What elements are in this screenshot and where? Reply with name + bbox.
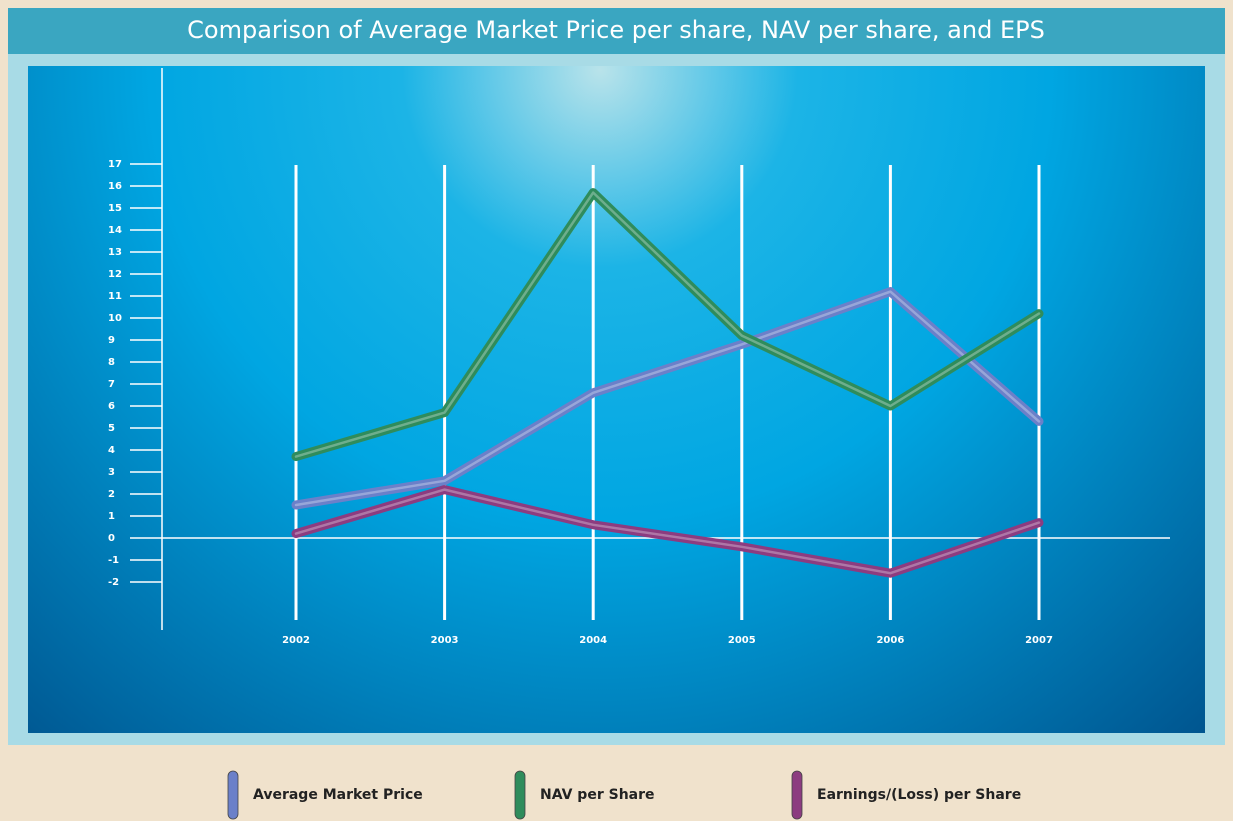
y-tick-label: 17 (108, 159, 122, 170)
y-tick-label: 10 (108, 313, 122, 324)
y-tick-label: 0 (108, 533, 115, 544)
y-tick-label: 8 (108, 357, 115, 368)
legend-swatch (514, 770, 526, 820)
series-line (291, 485, 1044, 578)
line-highlight (294, 191, 1041, 458)
line-highlight (294, 290, 1041, 507)
y-tick-label: 9 (108, 335, 115, 346)
y-tick-label: 2 (108, 489, 115, 500)
x-tick-label: 2007 (1025, 635, 1053, 646)
y-tick-label: 13 (108, 247, 122, 258)
legend-label: Earnings/(Loss) per Share (817, 787, 1021, 803)
legend-label: NAV per Share (540, 787, 655, 803)
y-tick-label: 16 (108, 181, 122, 192)
y-tick-label: -1 (108, 555, 119, 566)
plot-area (28, 66, 1205, 733)
series-line (291, 188, 1044, 462)
y-tick-label: 3 (108, 467, 115, 478)
y-tick-label: 5 (108, 423, 115, 434)
series-line (291, 287, 1044, 510)
y-tick-label: 14 (108, 225, 122, 236)
y-tick-label: 1 (108, 511, 115, 522)
title-bar (8, 8, 1225, 54)
line-highlight (294, 488, 1041, 575)
y-tick-label: 7 (108, 379, 115, 390)
legend-swatch (227, 770, 239, 820)
y-tick-label: 6 (108, 401, 115, 412)
y-tick-label: 4 (108, 445, 115, 456)
x-tick-label: 2005 (728, 635, 756, 646)
x-tick-label: 2003 (431, 635, 459, 646)
legend: Average Market Price NAV per Share Earning… (227, 770, 1021, 820)
y-tick-label: -2 (108, 577, 119, 588)
y-tick-label: 15 (108, 203, 122, 214)
y-tick-label: 11 (108, 291, 122, 302)
chart-title: Comparison of Average Market Price per s… (187, 16, 1045, 44)
x-tick-label: 2004 (579, 635, 607, 646)
x-tick-label: 2002 (282, 635, 310, 646)
y-tick-label: 12 (108, 269, 122, 280)
x-tick-label: 2006 (876, 635, 904, 646)
legend-swatch (791, 770, 803, 820)
legend-label: Average Market Price (253, 787, 423, 803)
